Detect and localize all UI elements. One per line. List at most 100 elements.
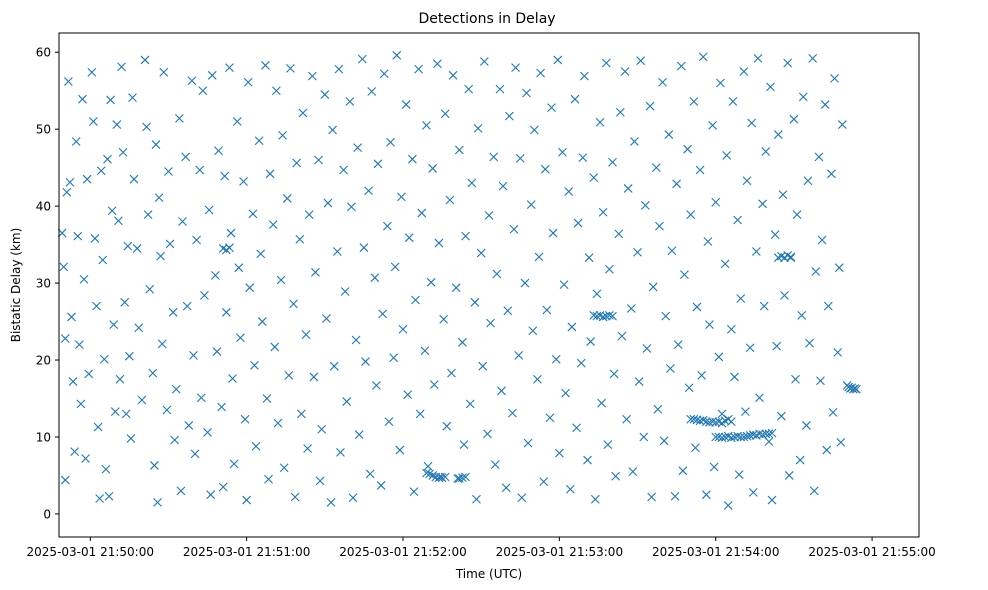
data-point <box>348 493 358 503</box>
data-point <box>837 120 847 129</box>
data-point <box>701 490 711 500</box>
data-point <box>559 280 569 290</box>
data-point <box>426 277 436 287</box>
data-point <box>165 239 175 249</box>
data-point <box>81 454 90 463</box>
data-point <box>164 167 173 176</box>
data-point <box>321 314 331 323</box>
data-point <box>651 163 661 173</box>
data-point <box>465 399 475 409</box>
data-point <box>145 284 155 294</box>
data-point <box>605 264 614 274</box>
data-point <box>428 164 438 173</box>
data-point <box>770 230 780 239</box>
data-point <box>203 427 212 437</box>
data-point <box>189 351 198 360</box>
data-point <box>63 77 73 86</box>
data-point <box>128 93 137 103</box>
data-point <box>292 158 302 168</box>
data-point <box>314 155 323 165</box>
data-point <box>728 97 738 106</box>
data-point <box>780 290 789 300</box>
data-point <box>376 481 386 490</box>
data-point <box>665 364 675 373</box>
data-point <box>747 118 757 128</box>
data-point <box>673 340 683 350</box>
data-point <box>248 209 258 219</box>
data-point <box>271 86 281 96</box>
data-point <box>761 147 771 156</box>
data-point <box>689 97 699 106</box>
data-point <box>225 63 234 73</box>
data-point <box>691 443 700 453</box>
data-point <box>458 473 467 483</box>
data-point <box>176 486 186 496</box>
data-point <box>273 418 283 428</box>
y-tick-label: 10 <box>36 430 51 444</box>
data-point <box>278 130 287 140</box>
data-point <box>579 71 589 81</box>
data-point <box>239 177 248 186</box>
data-point <box>730 432 739 442</box>
data-point <box>184 421 194 430</box>
data-point <box>289 299 298 309</box>
data-point <box>359 243 369 253</box>
data-point <box>320 90 330 99</box>
data-point <box>745 343 755 353</box>
data-point <box>680 270 689 280</box>
data-point <box>99 354 109 364</box>
data-point <box>636 56 646 66</box>
data-point <box>548 228 558 238</box>
data-point <box>539 477 549 486</box>
y-tick-label: 30 <box>36 277 51 291</box>
data-point <box>282 194 292 203</box>
data-point <box>379 69 389 79</box>
data-point <box>221 307 231 317</box>
data-point <box>755 393 764 403</box>
data-point <box>503 306 513 316</box>
data-point <box>206 490 216 500</box>
data-point <box>558 147 567 157</box>
data-point <box>351 335 361 345</box>
x-tick-label: 2025-03-01 21:55:00 <box>808 545 935 559</box>
data-point <box>705 417 714 427</box>
data-point <box>420 346 430 356</box>
data-point <box>495 84 505 94</box>
data-point <box>96 166 106 176</box>
data-point <box>120 297 130 307</box>
data-point <box>226 228 236 238</box>
data-point <box>598 207 608 217</box>
data-point <box>290 492 300 502</box>
data-point <box>714 352 724 362</box>
data-point <box>301 330 311 340</box>
data-point <box>129 174 139 184</box>
data-point <box>561 388 571 398</box>
data-point <box>242 495 252 505</box>
data-point <box>342 397 352 406</box>
data-point <box>592 289 602 299</box>
data-point <box>157 339 167 349</box>
data-point <box>218 482 228 492</box>
data-point <box>140 55 150 65</box>
data-point <box>353 143 363 153</box>
data-point <box>570 94 580 104</box>
data-point <box>833 347 843 357</box>
data-point <box>850 384 860 393</box>
data-point <box>683 144 692 154</box>
data-point <box>564 187 574 196</box>
data-point <box>705 320 714 330</box>
data-point <box>384 417 394 426</box>
data-point <box>827 169 836 179</box>
data-point <box>225 243 234 253</box>
data-point <box>110 407 120 416</box>
data-point <box>433 59 442 69</box>
data-point <box>390 262 400 272</box>
data-point <box>523 438 533 448</box>
data-point <box>59 262 69 272</box>
data-point <box>340 287 350 296</box>
data-point <box>753 54 763 63</box>
data-point <box>759 301 769 311</box>
data-point <box>234 263 244 273</box>
data-point <box>703 237 713 246</box>
data-point <box>95 494 105 503</box>
